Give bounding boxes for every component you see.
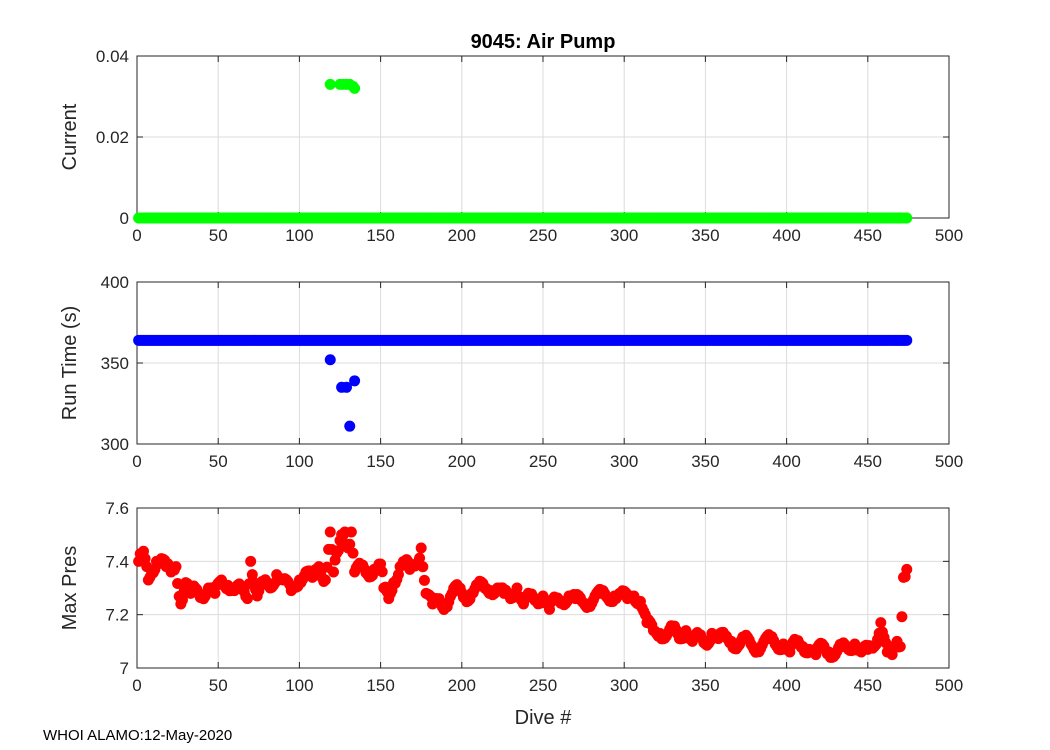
x-tick-label: 200 (448, 226, 476, 245)
x-tick-label: 250 (529, 452, 557, 471)
runtime-subplot: 0 50 100 150 200 250 300 350 400 450 500 300 350 400 R… (59, 273, 963, 471)
x-tick-label: 400 (772, 226, 800, 245)
data-point (896, 611, 908, 623)
data-point (893, 641, 905, 653)
data-point (347, 547, 359, 559)
y-tick-label: 7.2 (105, 606, 129, 625)
x-tick-label: 0 (132, 226, 141, 245)
data-points (133, 78, 913, 224)
y-tick-label: 350 (101, 354, 129, 373)
data-point (875, 617, 887, 629)
x-tick-label: 450 (854, 452, 882, 471)
data-point (318, 575, 330, 587)
x-tick-label: 150 (366, 452, 394, 471)
data-point (901, 334, 913, 346)
x-tick-label: 400 (772, 452, 800, 471)
y-tick-label: 7 (120, 659, 129, 678)
x-tick-label: 200 (448, 452, 476, 471)
y-axis-label: Run Time (s) (59, 306, 81, 420)
x-tick-label: 250 (529, 226, 557, 245)
x-tick-label: 50 (209, 676, 228, 695)
x-tick-label: 200 (448, 676, 476, 695)
data-point (245, 555, 257, 567)
y-tick-label: 300 (101, 435, 129, 454)
data-point (172, 578, 184, 590)
x-tick-label: 300 (610, 452, 638, 471)
x-tick-label: 50 (209, 226, 228, 245)
data-point (324, 354, 336, 366)
x-tick-label: 450 (854, 676, 882, 695)
y-tick-label: 7.4 (105, 552, 129, 571)
maxpres-subplot: 0 50 100 150 200 250 300 350 400 450 500 7 7.2 7.4 7.6… (59, 499, 963, 729)
data-point (324, 526, 336, 538)
x-tick-label: 300 (610, 676, 638, 695)
data-point (899, 571, 911, 583)
figure-title: 9045: Air Pump (471, 31, 616, 53)
y-tick-label: 0 (120, 209, 129, 228)
data-point (344, 538, 356, 550)
x-tick-label: 250 (529, 676, 557, 695)
data-point (376, 566, 388, 578)
data-point (331, 547, 343, 559)
x-tick-label: 450 (854, 226, 882, 245)
data-point (415, 542, 427, 554)
data-point (137, 545, 149, 557)
data-point (392, 569, 404, 581)
x-tick-label: 150 (366, 226, 394, 245)
x-tick-label: 500 (935, 226, 963, 245)
x-tick-label: 350 (691, 676, 719, 695)
data-point (418, 574, 430, 586)
data-point (337, 529, 349, 541)
data-point (324, 78, 336, 90)
x-tick-label: 400 (772, 676, 800, 695)
y-axis-label: Max Pres (59, 546, 81, 630)
y-tick-label: 0.02 (96, 128, 129, 147)
data-point (240, 590, 252, 602)
x-tick-label: 500 (935, 676, 963, 695)
data-points (133, 526, 913, 663)
data-point (168, 564, 180, 576)
x-tick-label: 100 (285, 452, 313, 471)
data-point (344, 420, 356, 432)
x-tick-label: 0 (132, 452, 141, 471)
data-point (417, 561, 429, 573)
y-tick-label: 0.04 (96, 47, 129, 66)
x-tick-label: 300 (610, 226, 638, 245)
x-tick-label: 150 (366, 676, 394, 695)
y-axis-label: Current (59, 103, 81, 170)
x-tick-label: 100 (285, 676, 313, 695)
data-point (176, 594, 188, 606)
data-point (349, 375, 361, 387)
data-point (321, 561, 333, 573)
y-tick-label: 400 (101, 273, 129, 292)
x-axis-label: Dive # (515, 707, 573, 729)
data-point (349, 82, 361, 94)
x-tick-label: 500 (935, 452, 963, 471)
data-point (414, 552, 426, 564)
x-tick-label: 350 (691, 226, 719, 245)
x-tick-label: 0 (132, 676, 141, 695)
x-tick-label: 350 (691, 452, 719, 471)
x-tick-label: 50 (209, 452, 228, 471)
data-point (340, 381, 352, 393)
x-tick-label: 100 (285, 226, 313, 245)
footer-label: WHOI ALAMO:12-May-2020 (43, 727, 233, 744)
y-tick-label: 7.6 (105, 499, 129, 518)
current-subplot: 0 50 100 150 200 250 300 350 400 450 500 0 0.02 0.04 C… (59, 47, 963, 245)
data-point (901, 212, 913, 224)
data-points (133, 334, 913, 432)
